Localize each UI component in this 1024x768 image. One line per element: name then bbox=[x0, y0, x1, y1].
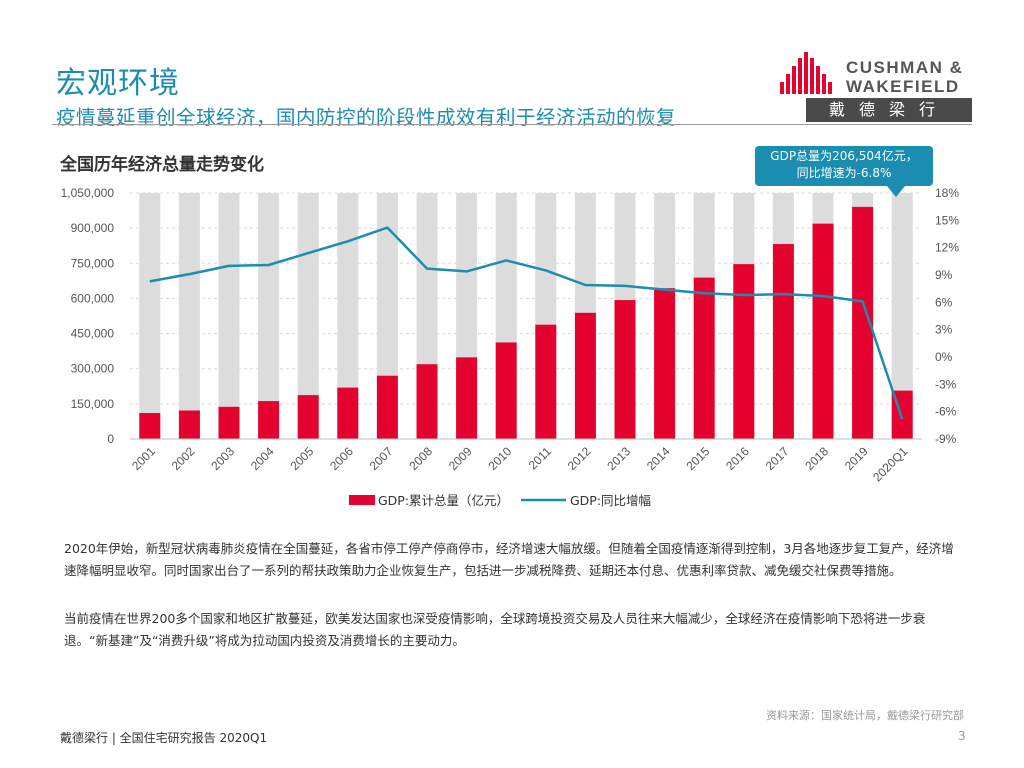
y-right-tick-label: 6% bbox=[935, 295, 953, 309]
y-right-tick-label: -6% bbox=[935, 405, 957, 419]
x-tick-label: 2018 bbox=[802, 444, 831, 473]
gdp-bar bbox=[614, 300, 636, 439]
x-tick-label: 2019 bbox=[842, 444, 871, 473]
x-tick-label: 2007 bbox=[367, 444, 396, 473]
cushman-wakefield-logo: CUSHMAN & WAKEFIELD 戴德梁行 bbox=[778, 52, 974, 124]
x-tick-label: 2008 bbox=[406, 444, 435, 473]
y-left-tick-label: 300,000 bbox=[71, 362, 115, 376]
gdp-bar bbox=[456, 357, 478, 439]
gdp-bar bbox=[654, 288, 676, 439]
x-tick-label: 2004 bbox=[248, 444, 277, 473]
footer-text: 戴德梁行 | 全国住宅研究报告 2020Q1 bbox=[60, 731, 268, 745]
y-right-tick-label: 3% bbox=[935, 323, 953, 337]
y-right-tick-label: 18% bbox=[935, 186, 959, 200]
x-tick-label: 2005 bbox=[288, 444, 317, 473]
logo-bars-icon bbox=[780, 52, 832, 94]
callout-line-2: 同比增速为-6.8% bbox=[796, 166, 892, 180]
y-left-tick-label: 0 bbox=[107, 432, 114, 446]
y-left-tick-label: 450,000 bbox=[71, 327, 115, 341]
logo-line-2: WAKEFIELD bbox=[846, 77, 960, 96]
x-tick-label: 2003 bbox=[208, 444, 237, 473]
background-bar bbox=[337, 193, 359, 439]
gdp-bar bbox=[812, 223, 834, 439]
logo-chinese-band: 戴德梁行 bbox=[806, 98, 972, 122]
gdp-bar bbox=[139, 413, 161, 439]
gdp-bar bbox=[258, 401, 280, 439]
y-right-tick-label: 0% bbox=[935, 350, 953, 364]
y-right-tick-label: 12% bbox=[935, 241, 959, 255]
page-title: 宏观环境 bbox=[56, 66, 180, 101]
gdp-bar bbox=[337, 387, 359, 439]
x-tick-label: 2011 bbox=[526, 444, 554, 472]
gdp-bar bbox=[218, 406, 240, 439]
legend-line-label: GDP:同比增幅 bbox=[570, 493, 651, 508]
x-tick-label: 2009 bbox=[446, 444, 475, 473]
gdp-bar bbox=[535, 324, 557, 439]
x-tick-label: 2020Q1 bbox=[870, 444, 910, 484]
y-left-tick-label: 750,000 bbox=[71, 256, 115, 270]
background-bar bbox=[139, 193, 161, 439]
gdp-callout: GDP总量为206,504亿元， 同比增速为-6.8% bbox=[755, 146, 933, 197]
gdp-bar bbox=[852, 206, 874, 439]
x-tick-label: 2010 bbox=[486, 444, 515, 473]
x-tick-label: 2006 bbox=[327, 444, 356, 473]
x-tick-label: 2016 bbox=[723, 444, 752, 473]
background-bar bbox=[891, 193, 913, 439]
background-bar bbox=[218, 193, 240, 439]
gdp-bar bbox=[416, 364, 438, 439]
gdp-bar bbox=[376, 375, 398, 439]
y-right-tick-label: -3% bbox=[935, 377, 957, 391]
source-note: 资料来源：国家统计局，戴德梁行研究部 bbox=[766, 709, 964, 722]
y-right-tick-label: 9% bbox=[935, 268, 953, 282]
page-subtitle: 疫情蔓延重创全球经济，国内防控的阶段性成效有利于经济活动的恢复 bbox=[56, 106, 677, 129]
y-right-tick-label: 15% bbox=[935, 213, 959, 227]
logo-wordmark: CUSHMAN & WAKEFIELD bbox=[846, 58, 963, 96]
gdp-bar bbox=[693, 277, 715, 439]
x-tick-label: 2002 bbox=[169, 444, 198, 473]
gdp-bar bbox=[772, 244, 794, 439]
gdp-bar bbox=[733, 264, 755, 439]
gdp-chart: 0 150,000 300,000 450,000 600,000 750,000 900,… bbox=[61, 186, 960, 508]
y-left-tick-label: 900,000 bbox=[71, 221, 115, 235]
gdp-bar bbox=[178, 410, 200, 439]
y-right-tick-label: -9% bbox=[935, 432, 957, 446]
legend-bar-swatch bbox=[349, 495, 375, 505]
x-tick-label: 2012 bbox=[565, 444, 594, 473]
x-tick-label: 2013 bbox=[604, 444, 633, 473]
body-paragraph-2: 当前疫情在世界200多个国家和地区扩散蔓延，欧美发达国家也深受疫情影响，全球跨境… bbox=[64, 611, 926, 648]
x-tick-label: 2017 bbox=[763, 444, 792, 473]
x-tick-label: 2015 bbox=[684, 444, 713, 473]
chart-title: 全国历年经济总量走势变化 bbox=[60, 155, 264, 175]
callout-line-1: GDP总量为206,504亿元， bbox=[770, 149, 918, 163]
gdp-bar bbox=[574, 312, 596, 439]
legend-bar-label: GDP:累计总量（亿元） bbox=[378, 493, 509, 508]
body-paragraph-1: 2020年伊始，新型冠状病毒肺炎疫情在全国蔓延，各省市停工停产停商停市，经济增速… bbox=[64, 541, 954, 578]
y-left-tick-label: 1,050,000 bbox=[61, 186, 115, 200]
background-bar bbox=[258, 193, 280, 439]
logo-line-1: CUSHMAN & bbox=[846, 58, 964, 77]
y-left-tick-label: 150,000 bbox=[71, 397, 115, 411]
x-tick-label: 2014 bbox=[644, 444, 673, 473]
header-divider bbox=[52, 124, 972, 125]
gdp-bar bbox=[297, 395, 319, 439]
page-number: 3 bbox=[958, 729, 966, 743]
x-tick-label: 2001 bbox=[129, 444, 158, 473]
growth-line bbox=[149, 226, 904, 420]
background-bar bbox=[178, 193, 200, 439]
gdp-bar bbox=[495, 342, 517, 439]
y-left-tick-label: 600,000 bbox=[71, 291, 115, 305]
